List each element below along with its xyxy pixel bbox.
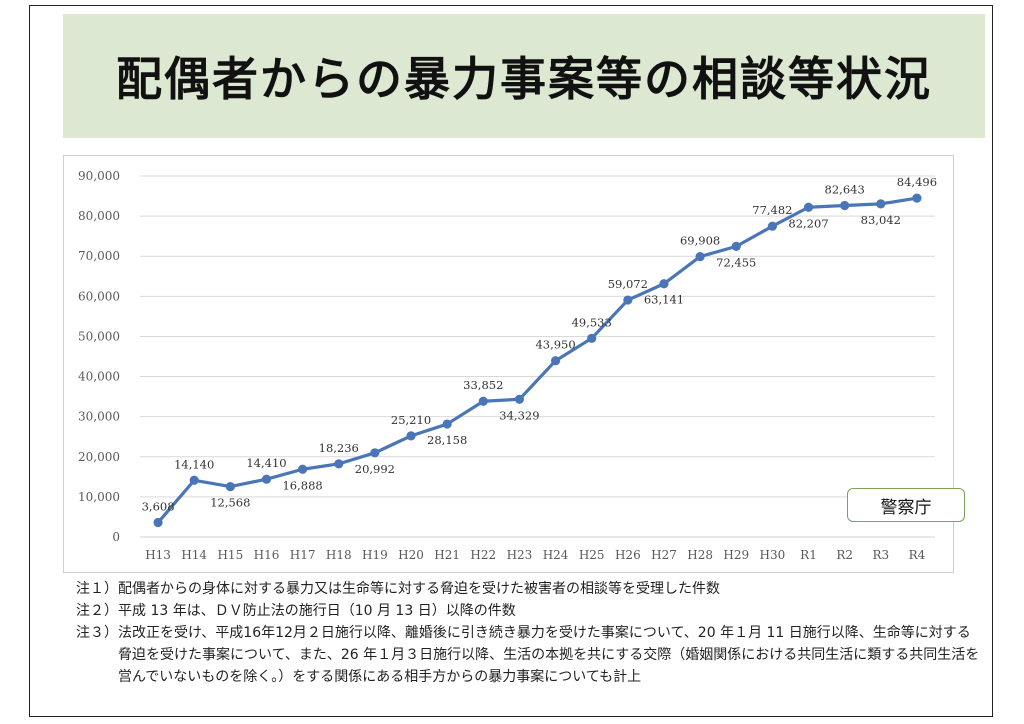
data-label: 84,496 bbox=[897, 175, 937, 189]
data-point bbox=[478, 396, 488, 406]
note-2: 注２） 平成 13 年は、ＤＶ防止法の施行日（10 月 13 日）以降の件数 bbox=[76, 600, 981, 622]
y-tick-label: 30,000 bbox=[78, 410, 120, 424]
x-tick-label: H29 bbox=[723, 548, 749, 562]
y-tick-label: 50,000 bbox=[78, 329, 120, 343]
x-tick-label: R4 bbox=[909, 548, 926, 562]
x-tick-label: H17 bbox=[290, 548, 316, 562]
x-tick-label: H27 bbox=[651, 548, 677, 562]
note-marker: 注３） bbox=[76, 625, 118, 641]
data-label: 69,908 bbox=[680, 234, 720, 248]
data-point bbox=[298, 464, 308, 474]
data-label: 83,042 bbox=[861, 213, 901, 227]
title-banner: 配偶者からの暴力事案等の相談等状況 bbox=[63, 14, 985, 138]
data-label: 59,072 bbox=[608, 277, 648, 291]
x-tick-label: H15 bbox=[217, 548, 243, 562]
x-tick-label: H22 bbox=[470, 548, 496, 562]
source-badge: 警察庁 bbox=[847, 488, 965, 522]
y-tick-label: 20,000 bbox=[78, 450, 120, 464]
x-tick-label: R3 bbox=[872, 548, 889, 562]
series-line bbox=[156, 196, 918, 524]
x-tick-label: R1 bbox=[800, 548, 817, 562]
data-point bbox=[803, 202, 814, 212]
data-label: 20,992 bbox=[355, 462, 395, 476]
data-point bbox=[695, 251, 705, 262]
data-label: 63,141 bbox=[644, 293, 684, 307]
chart-area bbox=[63, 155, 954, 573]
y-tick-label: 0 bbox=[112, 530, 120, 544]
data-label: 25,210 bbox=[391, 413, 431, 427]
y-tick-label: 70,000 bbox=[78, 249, 120, 263]
data-label: 43,950 bbox=[535, 338, 575, 352]
x-tick-label: H14 bbox=[181, 548, 207, 562]
x-tick-label: H13 bbox=[145, 548, 171, 562]
data-label: 28,158 bbox=[427, 433, 467, 447]
x-tick-label: H24 bbox=[543, 548, 569, 562]
data-label: 34,329 bbox=[499, 408, 539, 422]
data-point bbox=[442, 419, 452, 429]
data-label: 77,482 bbox=[752, 203, 792, 217]
note-marker: 注１） bbox=[76, 581, 118, 597]
data-label: 16,888 bbox=[282, 478, 322, 492]
note-text: 配偶者からの身体に対する暴力又は生命等に対する脅迫を受けた被害者の相談等を受理し… bbox=[118, 581, 720, 597]
data-point bbox=[840, 200, 850, 211]
note-text: 平成 13 年は、ＤＶ防止法の施行日（10 月 13 日）以降の件数 bbox=[118, 603, 516, 619]
data-point bbox=[514, 394, 525, 404]
y-tick-label: 90,000 bbox=[78, 169, 120, 183]
data-point bbox=[406, 431, 416, 441]
data-point bbox=[659, 279, 669, 289]
x-tick-label: H20 bbox=[398, 548, 424, 562]
data-label: 14,410 bbox=[246, 456, 286, 470]
data-point bbox=[767, 221, 777, 231]
x-tick-label: H16 bbox=[254, 548, 280, 562]
x-tick-label: H19 bbox=[362, 548, 388, 562]
x-tick-label: H18 bbox=[326, 548, 352, 562]
data-point bbox=[623, 295, 633, 305]
data-point bbox=[587, 333, 597, 343]
footnotes: 注１） 配偶者からの身体に対する暴力又は生命等に対する脅迫を受けた被害者の相談等… bbox=[76, 578, 981, 688]
x-axis-ticks: H13 H14 H15 H16 H17 H18 H19 H20 H21 H22 H23 H24 H25 H… bbox=[145, 548, 925, 562]
data-label: 82,643 bbox=[825, 183, 865, 197]
x-tick-label: H21 bbox=[434, 548, 460, 562]
note-1: 注１） 配偶者からの身体に対する暴力又は生命等に対する脅迫を受けた被害者の相談等… bbox=[76, 578, 981, 600]
data-label: 82,207 bbox=[788, 216, 828, 230]
data-label: 49,533 bbox=[572, 315, 612, 329]
data-point bbox=[225, 481, 235, 492]
data-label: 18,236 bbox=[319, 441, 359, 455]
y-tick-label: 40,000 bbox=[78, 370, 120, 384]
data-label: 14,140 bbox=[174, 457, 214, 471]
data-label: 3,608 bbox=[142, 500, 175, 514]
x-tick-label: H28 bbox=[687, 548, 713, 562]
note-text: 法改正を受け、平成16年12月２日施行以降、離婚後に引き続き暴力を受けた事案につ… bbox=[118, 625, 980, 685]
data-labels: 3,608 14,140 12,568 14,410 16,888 18,236 20,99… bbox=[142, 175, 937, 513]
chart-series bbox=[153, 193, 922, 528]
data-point bbox=[550, 356, 561, 366]
data-point bbox=[153, 517, 163, 528]
y-tick-label: 60,000 bbox=[78, 289, 120, 303]
y-tick-label: 10,000 bbox=[78, 490, 120, 504]
x-tick-label: H23 bbox=[507, 548, 533, 562]
data-label: 72,455 bbox=[716, 255, 756, 269]
data-point bbox=[261, 474, 272, 484]
chart-gridlines bbox=[140, 175, 935, 538]
data-point bbox=[370, 448, 380, 458]
x-tick-label: R2 bbox=[836, 548, 853, 562]
data-point bbox=[334, 459, 344, 469]
page-title: 配偶者からの暴力事案等の相談等状況 bbox=[116, 52, 932, 106]
x-tick-label: H25 bbox=[579, 548, 605, 562]
y-axis-ticks: 0 10,000 20,000 30,000 40,000 50,000 60,000 70,… bbox=[78, 169, 120, 544]
data-point bbox=[912, 193, 922, 203]
data-point bbox=[731, 241, 741, 251]
data-point bbox=[189, 475, 199, 485]
data-point bbox=[876, 199, 886, 209]
data-label: 12,568 bbox=[210, 496, 250, 510]
note-marker: 注２） bbox=[76, 603, 118, 619]
note-3: 注３） 法改正を受け、平成16年12月２日施行以降、離婚後に引き続き暴力を受けた… bbox=[76, 622, 981, 688]
x-tick-label: H26 bbox=[615, 548, 641, 562]
y-tick-label: 80,000 bbox=[78, 209, 120, 223]
data-label: 33,852 bbox=[463, 378, 503, 392]
x-tick-label: H30 bbox=[760, 548, 786, 562]
